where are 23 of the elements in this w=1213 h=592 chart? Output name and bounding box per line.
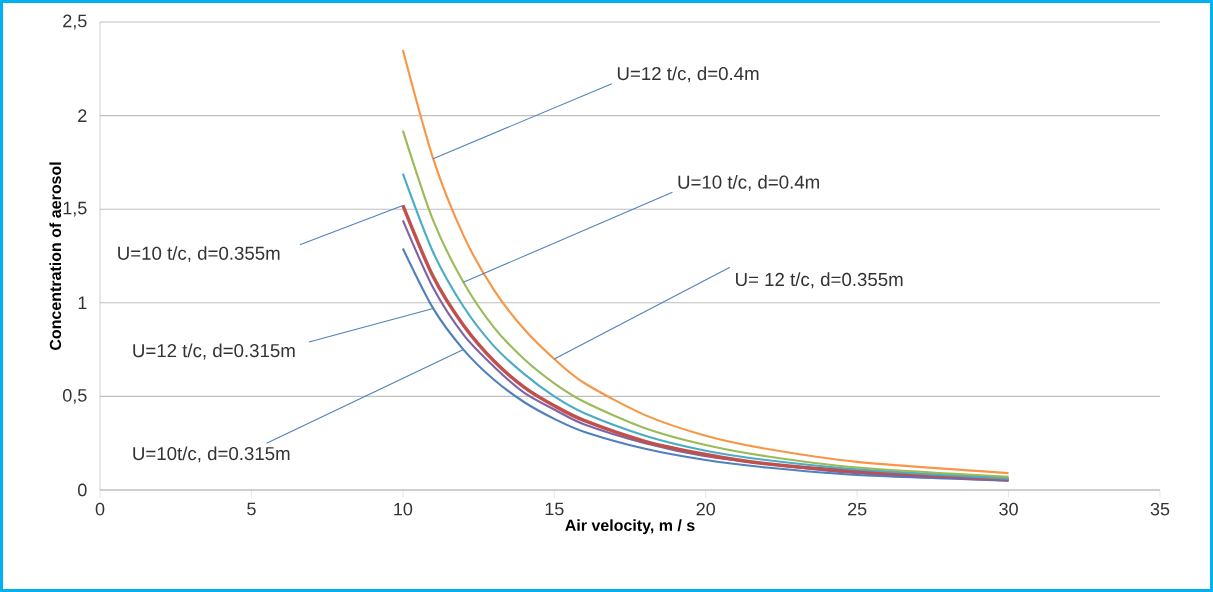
y-tick-label: 1	[78, 296, 87, 309]
x-tick-label: 30	[999, 502, 1018, 516]
annotation: U=12 t/c, d=0.315m	[133, 343, 295, 360]
y-tick-label: 0,5	[62, 388, 87, 404]
annotation: U=10 t/c, d=0.4m	[678, 175, 819, 191]
line-series	[401, 49, 1010, 475]
x-tick-label: 15	[545, 502, 564, 516]
x-tick-label: 5	[247, 502, 256, 516]
y-tick-label: 0	[78, 483, 87, 497]
y-tick-label: 2	[78, 109, 87, 122]
x-tick-label: 10	[394, 502, 413, 516]
annotation: U=10 t/c, d=0.355m	[118, 246, 280, 263]
annotation: U=10t/c, d=0.315m	[133, 446, 290, 463]
y-axis-title: Concentration of aerosol	[49, 162, 62, 351]
annotation: U= 12 t/c, d=0.355m	[736, 272, 903, 289]
x-axis-title: Air velocity, m / s	[565, 519, 695, 535]
annotation: U=12 t/c, d=0.4m	[617, 66, 759, 83]
y-tick-label: 1,5	[63, 201, 87, 217]
x-tick-label: 0	[95, 502, 105, 516]
x-tick-label: 35	[1150, 502, 1170, 516]
x-tick-label: 25	[848, 502, 867, 516]
y-tick-label: 2,5	[63, 14, 87, 30]
x-tick-label: 20	[696, 502, 716, 516]
